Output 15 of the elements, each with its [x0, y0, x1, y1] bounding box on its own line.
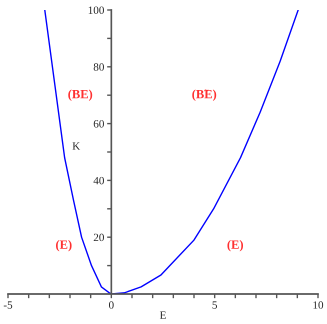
x-tick-label: 0	[108, 301, 114, 309]
x-tick-label: 5	[212, 301, 218, 309]
y-tick-label: 20	[94, 234, 104, 242]
x-tick-label: -5	[4, 301, 12, 309]
annotation: (E)	[56, 240, 72, 252]
y-tick-label: 60	[94, 120, 104, 128]
y-axis-title: K	[72, 142, 80, 150]
x-axis-title: E	[160, 311, 166, 319]
y-tick-label: 40	[93, 176, 104, 184]
annotation: (B̃E)	[192, 90, 216, 101]
y-tick-label: 100	[88, 6, 104, 14]
y-tick-label: 80	[94, 63, 104, 71]
annotation: (BE)	[68, 90, 92, 101]
annotation: (E)	[227, 240, 244, 252]
x-tick-label: 10	[313, 301, 324, 309]
